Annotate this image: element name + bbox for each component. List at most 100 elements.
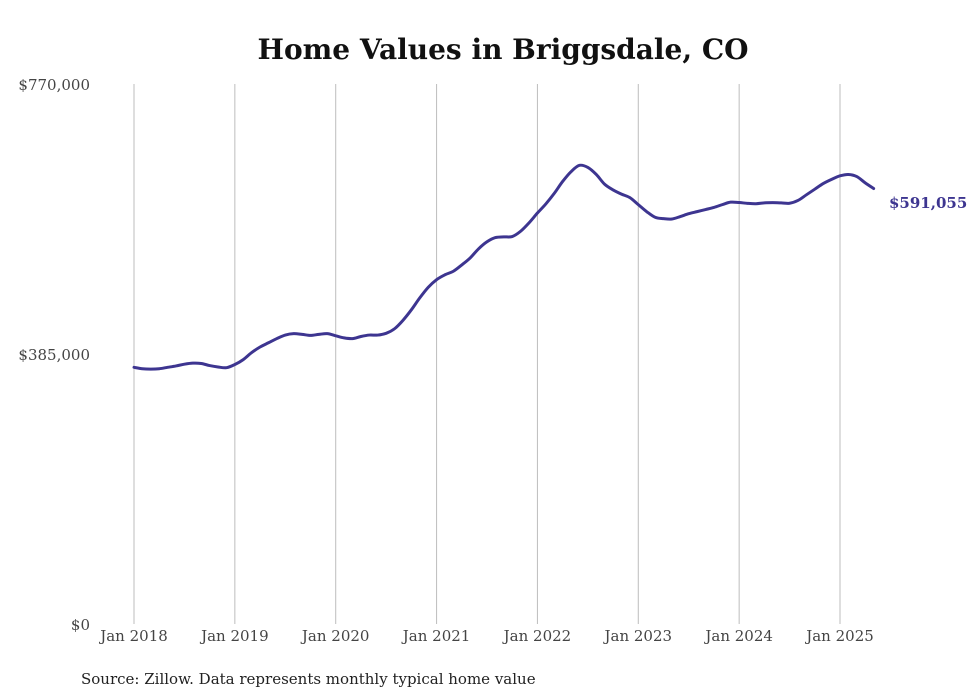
x-tick-label: Jan 2024 bbox=[703, 627, 773, 645]
y-tick-label: $0 bbox=[71, 616, 90, 634]
data-point bbox=[427, 286, 430, 289]
data-point bbox=[763, 201, 766, 204]
data-point bbox=[570, 170, 573, 173]
data-point bbox=[721, 203, 724, 206]
data-point bbox=[418, 296, 421, 299]
data-point bbox=[351, 337, 354, 340]
data-point bbox=[813, 188, 816, 191]
data-point bbox=[620, 193, 623, 196]
data-point bbox=[175, 364, 178, 367]
data-point bbox=[687, 212, 690, 215]
data-point bbox=[771, 201, 774, 204]
data-point bbox=[435, 278, 438, 281]
data-point bbox=[410, 308, 413, 311]
x-tick-label: Jan 2019 bbox=[199, 627, 269, 645]
y-axis: $0 $385,000 $770,000 bbox=[18, 76, 90, 634]
data-point bbox=[376, 334, 379, 337]
data-point bbox=[385, 332, 388, 335]
data-point bbox=[183, 363, 186, 366]
data-point bbox=[334, 334, 337, 337]
data-point bbox=[259, 345, 262, 348]
x-tick-label: Jan 2021 bbox=[401, 627, 471, 645]
x-tick-label: Jan 2020 bbox=[300, 627, 370, 645]
data-point bbox=[704, 208, 707, 211]
data-point bbox=[553, 192, 556, 195]
data-point bbox=[662, 217, 665, 220]
data-point bbox=[729, 201, 732, 204]
data-point bbox=[796, 199, 799, 202]
data-point bbox=[494, 236, 497, 239]
data-point bbox=[696, 210, 699, 213]
data-point bbox=[452, 270, 455, 273]
data-point bbox=[612, 188, 615, 191]
data-point bbox=[486, 240, 489, 243]
data-point bbox=[830, 178, 833, 181]
data-point bbox=[166, 366, 169, 369]
data-point bbox=[586, 166, 589, 169]
data-point bbox=[637, 203, 640, 206]
data-point bbox=[864, 181, 867, 184]
data-point bbox=[754, 202, 757, 205]
data-point bbox=[469, 256, 472, 259]
data-point bbox=[133, 366, 136, 369]
data-point bbox=[359, 335, 362, 338]
data-point bbox=[679, 215, 682, 218]
data-point bbox=[536, 212, 539, 215]
data-point bbox=[519, 230, 522, 233]
x-tick-label: Jan 2025 bbox=[804, 627, 874, 645]
data-point bbox=[309, 334, 312, 337]
data-point bbox=[603, 183, 606, 186]
chart-title: Home Values in Briggsdale, CO bbox=[258, 33, 749, 66]
data-point bbox=[511, 235, 514, 238]
data-point bbox=[654, 216, 657, 219]
x-axis: Jan 2018 Jan 2019 Jan 2020 Jan 2021 Jan 2022… bbox=[98, 627, 874, 645]
y-tick-label: $385,000 bbox=[18, 346, 90, 364]
data-point bbox=[712, 206, 715, 209]
data-point bbox=[502, 235, 505, 238]
y-tick-label: $770,000 bbox=[18, 76, 90, 94]
data-point bbox=[401, 319, 404, 322]
data-point bbox=[233, 363, 236, 366]
data-point bbox=[208, 364, 211, 367]
x-tick-label: Jan 2022 bbox=[502, 627, 572, 645]
data-point bbox=[477, 247, 480, 250]
data-point bbox=[284, 334, 287, 337]
data-point bbox=[746, 202, 749, 205]
series-group bbox=[132, 163, 876, 371]
data-point bbox=[149, 368, 152, 371]
data-point bbox=[805, 193, 808, 196]
data-point bbox=[788, 202, 791, 205]
data-point bbox=[839, 174, 842, 177]
data-point bbox=[855, 175, 858, 178]
data-point bbox=[872, 187, 875, 190]
data-point bbox=[780, 201, 783, 204]
data-point bbox=[528, 221, 531, 224]
data-point bbox=[301, 333, 304, 336]
series-line bbox=[132, 163, 876, 371]
data-point bbox=[141, 367, 144, 370]
x-tick-label: Jan 2023 bbox=[603, 627, 673, 645]
data-point bbox=[343, 336, 346, 339]
data-point bbox=[393, 327, 396, 330]
data-point bbox=[578, 164, 581, 167]
data-point bbox=[326, 332, 329, 335]
data-point bbox=[267, 341, 270, 344]
end-value-label: $591,055 bbox=[889, 194, 967, 212]
grid bbox=[133, 84, 841, 624]
data-point bbox=[368, 334, 371, 337]
data-point bbox=[443, 273, 446, 276]
data-point bbox=[670, 218, 673, 221]
data-point bbox=[561, 180, 564, 183]
data-point bbox=[738, 201, 741, 204]
data-point bbox=[200, 362, 203, 365]
data-point bbox=[317, 333, 320, 336]
data-point bbox=[158, 367, 161, 370]
data-point bbox=[645, 210, 648, 213]
data-point bbox=[191, 362, 194, 365]
data-point bbox=[242, 358, 245, 361]
data-point bbox=[822, 182, 825, 185]
data-point bbox=[628, 196, 631, 199]
data-point bbox=[544, 202, 547, 205]
data-point bbox=[275, 337, 278, 340]
